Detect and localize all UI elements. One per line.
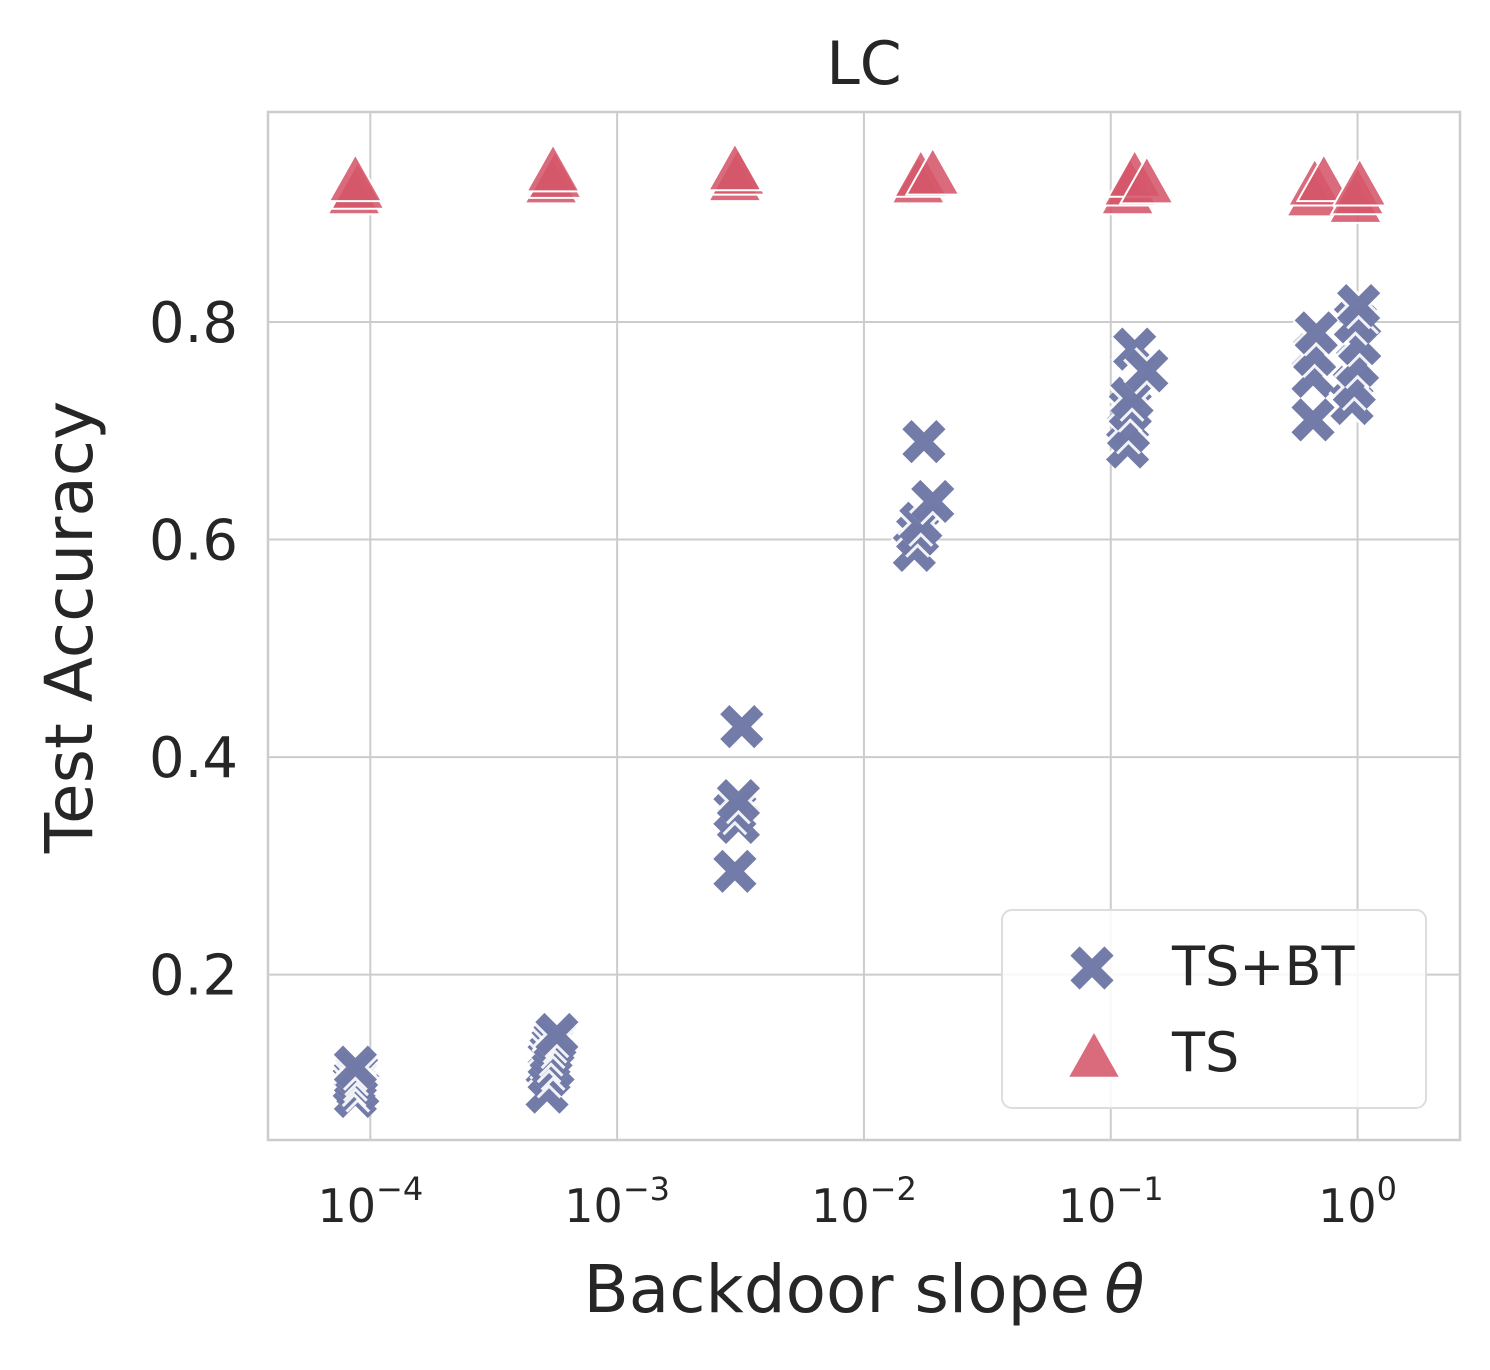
y-tick-label: 0.2 [149,944,238,1009]
ts-bt-point-29 [1123,347,1171,395]
x-tick-label: 10−1 [1058,1170,1164,1233]
x-tick-base: 10 [1318,1179,1377,1233]
ts-point-15 [1118,154,1175,205]
x-tick-base: 10 [317,1179,376,1233]
y-tick-label: 0.4 [149,726,238,791]
legend-triangle-marker [1065,1028,1123,1079]
ts-bt-point-39 [1334,281,1383,330]
chart-title: LC [826,29,901,99]
x-axis-ticks: 10−4 10−3 10−2 10−1 100 [317,1170,1397,1233]
y-tick-label: 0.6 [149,509,238,574]
legend-marker-ts-bt-icon [1068,944,1116,992]
legend-x-marker [1068,944,1116,992]
ts-point-5 [524,142,582,193]
ts-bt-point-17 [714,776,763,825]
x-tick-exponent: 0 [1377,1170,1397,1208]
legend-label-ts-bt: TS+BT [1171,935,1356,998]
x-tick-exponent: −2 [870,1170,917,1208]
y-tick-label: 0.8 [149,291,238,356]
ts-bt-point-5 [331,1043,380,1091]
x-tick-label: 10−3 [564,1170,670,1233]
ts-point-21 [1331,156,1388,207]
x-tick-label: 100 [1318,1170,1397,1233]
x-tick-base: 10 [1058,1179,1117,1233]
ts-bt-point-18 [718,702,766,751]
ts-bt-point-14 [711,847,759,896]
legend: TS+BT TS [1001,909,1427,1109]
x-tick-base: 10 [564,1179,623,1233]
plot-frame [266,110,1462,1142]
x-tick-exponent: −1 [1116,1170,1163,1208]
ts-bt-point-33 [1292,309,1340,357]
ts-point-8 [706,141,764,192]
ts-point-2 [327,152,384,203]
x-axis-label: Backdoor slope θ [584,1251,1145,1328]
y-axis-ticks: 0.2 0.4 0.6 0.8 [149,291,238,1009]
legend-marker-ts-icon [1065,1028,1123,1079]
ts-bt-point-22 [900,417,948,466]
x-tick-label: 10−4 [317,1170,423,1233]
ts-point-18 [1295,152,1352,203]
x-tick-exponent: −3 [623,1170,670,1208]
y-axis-label: Test Accuracy [31,401,108,854]
grid-lines [268,112,1460,1140]
x-tick-exponent: −4 [376,1170,423,1208]
legend-label-ts: TS [1171,1021,1239,1084]
x-axis-label-text: Backdoor slope [584,1251,1091,1328]
ts-point-11 [904,145,961,196]
x-tick-base: 10 [811,1179,870,1233]
x-tick-label: 10−2 [811,1170,917,1233]
ts-bt-point-23 [909,477,957,526]
x-axis-symbol: θ [1104,1251,1144,1328]
data-points [326,141,1388,1121]
ts-bt-point-30 [1289,396,1337,444]
ts-bt-point-13 [533,1010,581,1059]
